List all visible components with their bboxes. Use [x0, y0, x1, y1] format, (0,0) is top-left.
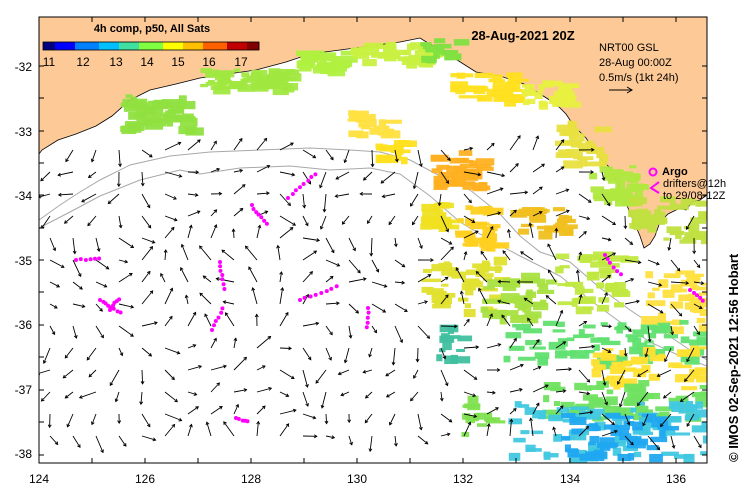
colorbar-tick-12: 12 [76, 55, 90, 69]
argo-marker-icon [648, 167, 658, 177]
y-tick-36: -36 [15, 318, 33, 332]
x-tick-132: 132 [453, 472, 473, 486]
scale-arrow-icon [609, 86, 633, 94]
drifters-label: drifters@12h [663, 178, 726, 190]
velocity-arrows [39, 135, 705, 454]
velocity-time: 28-Aug 00:00Z [599, 57, 672, 69]
argo-label: Argo [662, 166, 688, 178]
y-tick-34: -34 [15, 189, 33, 203]
colorbar-tick-16: 16 [202, 55, 216, 69]
y-tick-32: -32 [15, 60, 33, 74]
colorbar-tick-17: 17 [234, 55, 248, 69]
y-tick-35: -35 [15, 254, 33, 268]
colorbar-tick-11: 11 [43, 55, 56, 69]
x-tick-126: 126 [135, 472, 155, 486]
drifter-marker-icon [649, 181, 660, 194]
date-label: 28-Aug-2021 20Z [471, 28, 574, 43]
colorbar-gradient [43, 42, 260, 50]
velocity-info: NRT00 GSL 28-Aug 00:00Z 0.5m/s (1kt 24h) [599, 42, 678, 94]
colorbar-tick-14: 14 [140, 55, 154, 69]
x-tick-136: 136 [666, 472, 686, 486]
drifter-tracks [74, 172, 705, 424]
colorbar-title: 4h comp, p50, All Sats [94, 23, 210, 35]
axis-ticks [38, 17, 707, 463]
plot-frame [38, 16, 708, 464]
velocity-scale: 0.5m/s (1kt 24h) [599, 72, 678, 84]
colorbar: 4h comp, p50, All Sats 11 12 13 14 15 16… [42, 23, 260, 69]
x-tick-130: 130 [347, 472, 367, 486]
x-axis-labels: 124 126 128 130 132 134 136 [29, 472, 686, 486]
x-tick-124: 124 [29, 472, 49, 486]
x-tick-128: 128 [241, 472, 261, 486]
copyright-stamp: © IMOS 02-Sep-2021 12:56 Hobart [726, 253, 741, 462]
y-tick-38: -38 [15, 447, 33, 461]
velocity-source: NRT00 GSL [599, 42, 659, 54]
bathymetry-contours [39, 147, 707, 367]
y-axis-labels: -32 -33 -34 -35 -36 -37 -38 [15, 60, 33, 461]
colorbar-tick-13: 13 [109, 55, 123, 69]
drifters-range: to 29/08-12Z [663, 190, 726, 202]
colorbar-tick-15: 15 [171, 55, 185, 69]
argo-legend: Argo drifters@12h to 29/08-12Z [648, 166, 726, 202]
x-tick-134: 134 [560, 472, 580, 486]
y-tick-37: -37 [15, 383, 33, 397]
y-tick-33: -33 [15, 125, 33, 139]
